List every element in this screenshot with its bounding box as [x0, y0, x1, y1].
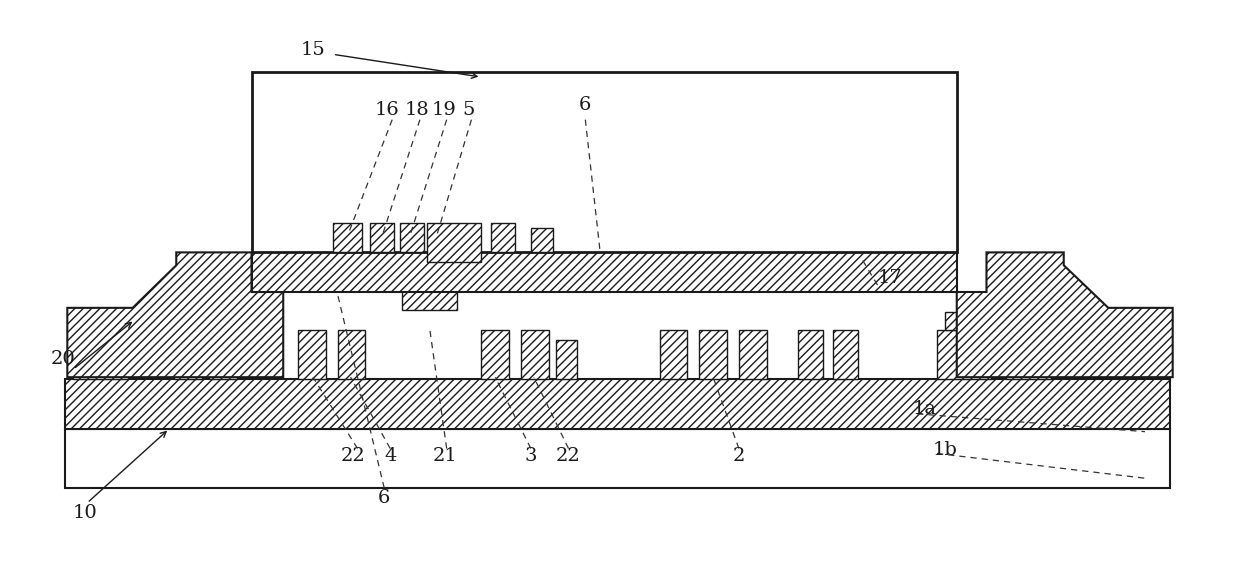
- Text: 21: 21: [433, 447, 458, 465]
- Bar: [491, 223, 515, 252]
- Bar: [337, 329, 366, 379]
- Bar: [1012, 315, 1029, 329]
- Bar: [73, 329, 128, 379]
- Text: 22: 22: [556, 447, 580, 465]
- Text: 19: 19: [432, 101, 456, 119]
- Text: 17: 17: [878, 269, 903, 287]
- Bar: [298, 329, 326, 379]
- Bar: [66, 429, 1169, 488]
- Bar: [699, 329, 727, 379]
- Bar: [945, 312, 965, 329]
- Text: 1b: 1b: [932, 442, 957, 460]
- Bar: [481, 329, 510, 379]
- Bar: [833, 329, 858, 379]
- Text: 4: 4: [384, 447, 397, 465]
- Bar: [81, 312, 100, 329]
- Bar: [1007, 329, 1050, 379]
- Bar: [531, 228, 553, 252]
- Bar: [252, 252, 957, 292]
- Bar: [371, 223, 394, 252]
- Text: 10: 10: [73, 504, 98, 522]
- Text: 18: 18: [404, 101, 429, 119]
- Bar: [739, 329, 766, 379]
- Text: 3: 3: [525, 447, 537, 465]
- Text: 20: 20: [51, 350, 76, 369]
- Text: 16: 16: [374, 101, 399, 119]
- Polygon shape: [67, 252, 283, 377]
- Bar: [175, 329, 202, 379]
- Text: 22: 22: [340, 447, 365, 465]
- Text: 2: 2: [733, 447, 745, 465]
- Bar: [660, 329, 687, 379]
- Bar: [210, 329, 237, 379]
- Bar: [556, 339, 578, 379]
- Bar: [66, 379, 1169, 429]
- Bar: [402, 241, 456, 310]
- Text: 6: 6: [378, 489, 391, 507]
- Bar: [937, 329, 992, 379]
- Bar: [427, 223, 481, 262]
- Text: 15: 15: [300, 41, 325, 60]
- Bar: [401, 223, 424, 252]
- Bar: [521, 329, 548, 379]
- Text: 1a: 1a: [913, 400, 937, 418]
- Polygon shape: [957, 252, 1173, 377]
- Text: 5: 5: [463, 101, 475, 119]
- Text: 6: 6: [579, 96, 591, 114]
- Bar: [332, 223, 362, 252]
- Bar: [799, 329, 823, 379]
- Bar: [252, 72, 957, 252]
